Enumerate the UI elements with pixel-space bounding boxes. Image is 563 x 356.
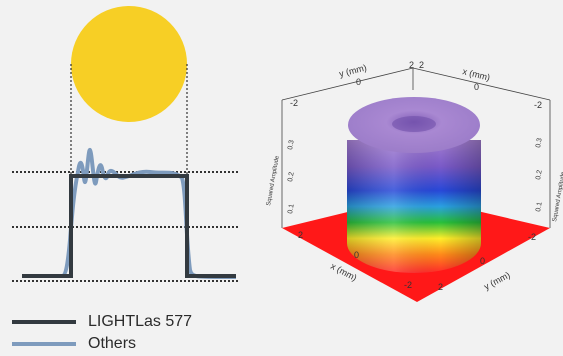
top-left-tick-1: 0 xyxy=(356,77,361,87)
top-corner-tick: 2 xyxy=(419,60,424,70)
three-d-plot: y (mm) x (mm) 2 0 -2 2 0 -2 0.3 0.2 0.1 … xyxy=(266,60,563,302)
lightlas-profile-curve xyxy=(22,174,236,278)
top-left-tick-0: 2 xyxy=(409,60,414,70)
legend-swatch-lightlas xyxy=(12,320,76,324)
legend-item-others: Others xyxy=(12,334,192,354)
y-axis-title-bottom: y (mm) xyxy=(482,270,511,292)
legend-item-lightlas: LIGHTLas 577 xyxy=(12,312,192,332)
plot-box xyxy=(281,67,551,228)
z-tick-right-1: 0.2 xyxy=(535,169,544,180)
z-tick-left-1: 0.2 xyxy=(287,171,296,182)
z-axis-title-left: Squared Amplitude xyxy=(266,155,281,207)
bottom-right-tick-2: -2 xyxy=(528,232,536,242)
bottom-right-tick-0: 2 xyxy=(438,282,443,292)
left-profile-diagram xyxy=(12,6,238,282)
laser-spot xyxy=(71,6,187,122)
beam-cylinder-top-dimple xyxy=(392,116,436,132)
bottom-right-tick-1: 0 xyxy=(480,256,485,266)
legend-label-others: Others xyxy=(88,335,137,352)
top-left-tick-2: -2 xyxy=(290,98,298,108)
z-tick-right-0: 0.3 xyxy=(535,137,544,148)
bottom-left-tick-1: 0 xyxy=(354,250,359,260)
legend-label-lightlas: LIGHTLas 577 xyxy=(88,313,193,330)
cylinder-shading xyxy=(347,140,481,273)
others-profile-curve xyxy=(22,147,237,280)
y-axis-title: y (mm) xyxy=(338,62,368,78)
z-axis-title-right: Squared Amplitude xyxy=(552,171,563,223)
legend: LIGHTLas 577 Others xyxy=(12,312,192,356)
legend-swatch-others xyxy=(12,342,76,346)
top-right-tick-1: 0 xyxy=(474,82,479,92)
bottom-left-tick-2: -2 xyxy=(404,280,412,290)
z-tick-left-2: 0.1 xyxy=(287,203,296,214)
top-right-tick-2: -2 xyxy=(534,100,542,110)
z-tick-left-0: 0.3 xyxy=(287,139,296,150)
z-tick-right-2: 0.1 xyxy=(535,201,544,212)
bottom-left-tick-0: 2 xyxy=(298,230,303,240)
